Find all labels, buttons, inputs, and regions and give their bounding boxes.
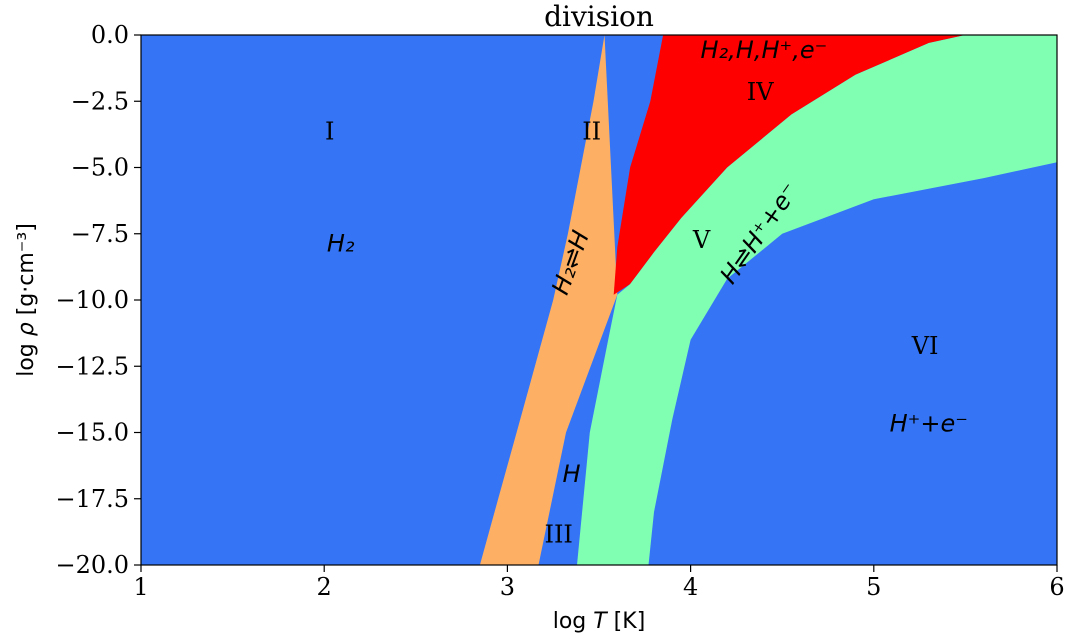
- region-v: [577, 35, 1057, 565]
- region-iv: [613, 35, 966, 295]
- y-tick-label: −20.0: [55, 551, 129, 579]
- y-axis-label: log ρ [g·cm⁻³]: [14, 223, 39, 377]
- y-tick-label: 0.0: [91, 21, 129, 49]
- x-tick-label: 1: [133, 573, 148, 601]
- annotation-region-number: V: [692, 226, 711, 254]
- x-tick-label: 3: [500, 573, 515, 601]
- annotation-region-number: II: [582, 118, 601, 146]
- annotation-region-number: VI: [911, 332, 939, 360]
- x-tick-label: 4: [683, 573, 698, 601]
- chart-title: division: [544, 0, 654, 33]
- annotation-species-label: H₂: [327, 229, 355, 257]
- annotation-region-number: IV: [747, 78, 774, 106]
- y-tick-label: −7.5: [71, 220, 129, 248]
- annotation-region-number: I: [325, 118, 334, 146]
- annotation-species-label: H₂,H,H⁺,e⁻: [701, 36, 828, 64]
- y-tick-label: −12.5: [55, 352, 129, 380]
- axes: 1 2 3 4 5 6 0.0 −2.5 −5.0 −7.5 −10.0 −12.5 −15.0 −17.…: [55, 21, 1064, 601]
- x-axis-label: log T [K]: [553, 609, 646, 634]
- annotation-species-label: H: [562, 460, 580, 488]
- y-tick-label: −17.5: [55, 485, 129, 513]
- annotation-species-label: H⁺+e⁻: [890, 410, 968, 438]
- y-tick-label: −5.0: [71, 154, 129, 182]
- y-tick-label: −15.0: [55, 419, 129, 447]
- x-tick-label: 5: [866, 573, 881, 601]
- plot-area: [141, 35, 1057, 565]
- x-tick-label: 2: [317, 573, 332, 601]
- region-ii: [479, 35, 618, 565]
- annotation-region-number: III: [544, 520, 572, 548]
- y-tick-label: −10.0: [55, 286, 129, 314]
- y-tick-label: −2.5: [71, 87, 129, 115]
- x-tick-label: 6: [1049, 573, 1064, 601]
